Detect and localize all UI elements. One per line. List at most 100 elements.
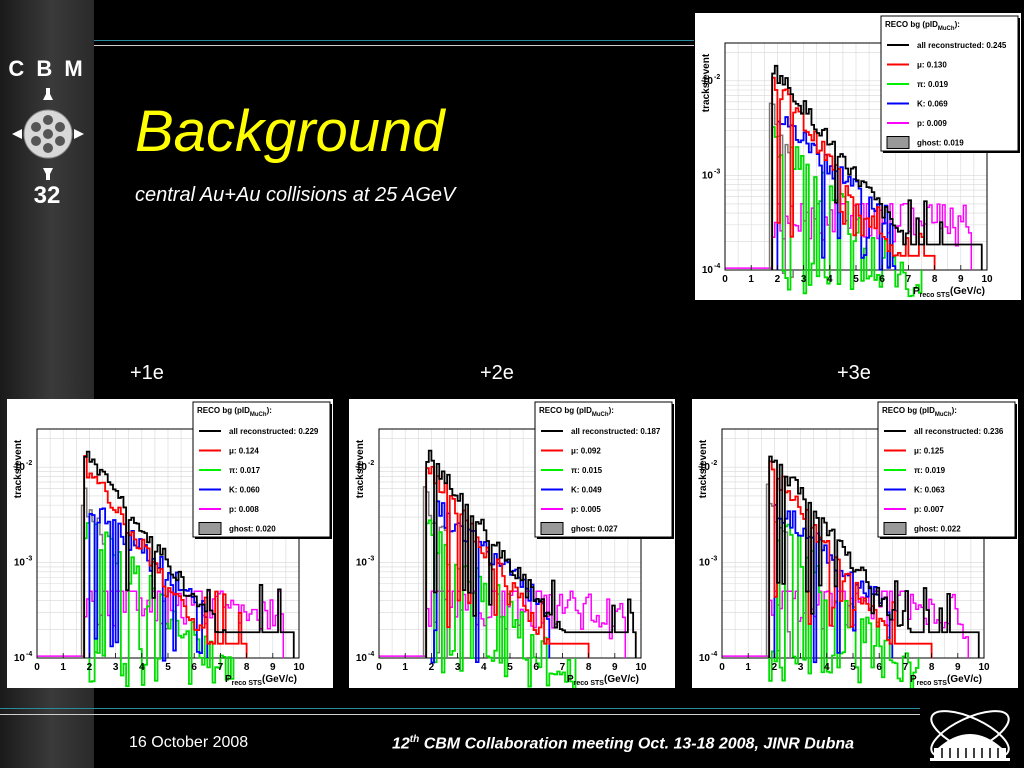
- x-tick-label: 5: [850, 662, 856, 673]
- legend-swatch-ghost: [886, 136, 910, 149]
- x-tick-label: 6: [191, 662, 197, 673]
- legend-label-pi: π: 0.019: [917, 80, 949, 89]
- series-p-line: [425, 590, 627, 658]
- y-tick-exponent: -2: [26, 460, 32, 467]
- x-axis-label: Preco STS(GeV/c): [567, 674, 639, 687]
- y-tick-exponent: -4: [26, 651, 32, 658]
- legend-label-pi: π: 0.017: [229, 466, 261, 475]
- x-tick-label: 4: [827, 274, 833, 285]
- panel-label-2e: +2e: [480, 362, 514, 384]
- x-tick-label: 5: [507, 662, 513, 673]
- x-tick-label: 9: [612, 662, 618, 673]
- legend-swatch-ghost: [883, 522, 907, 535]
- series-mu-line: [425, 465, 590, 658]
- series-K-line: [776, 116, 897, 271]
- y-tick-exponent: -3: [26, 556, 32, 563]
- x-tick-label: 10: [635, 662, 647, 673]
- slide-subtitle: central Au+Au collisions at 25 AGeV: [135, 184, 456, 206]
- y-tick-label: 10: [14, 653, 26, 664]
- x-tick-label: 4: [481, 662, 487, 673]
- legend-label-K: K: 0.069: [917, 100, 948, 109]
- legend-swatch-ghost: [198, 522, 222, 535]
- y-tick-exponent: -2: [711, 460, 717, 467]
- series-ghost-line: [80, 487, 106, 658]
- x-tick-label: 0: [722, 274, 728, 285]
- x-tick-label: 6: [879, 274, 885, 285]
- legend-label-all: all reconstructed: 0.245: [917, 41, 1007, 50]
- legend: RECO bg (pIDMuCh): all reconstructed: 0.2…: [880, 15, 1020, 153]
- footer-meeting: 12th CBM Collaboration meeting Oct. 13-1…: [392, 734, 854, 753]
- x-tick-label: 6: [876, 662, 882, 673]
- x-tick-label: 1: [745, 662, 751, 673]
- x-tick-label: 2: [775, 274, 781, 285]
- legend-title: RECO bg (pIDMuCh):: [539, 406, 614, 418]
- y-tick-label: 10: [14, 558, 26, 569]
- x-axis-label: Preco STS(GeV/c): [913, 286, 985, 299]
- x-tick-label: 7: [560, 662, 566, 673]
- x-tick-label: 1: [60, 662, 66, 673]
- legend-label-p: p: 0.008: [229, 505, 259, 514]
- x-tick-label: 3: [113, 662, 119, 673]
- y-tick-label: 10: [356, 558, 368, 569]
- legend-label-mu: μ: 0.124: [229, 447, 259, 456]
- series-pi-line: [425, 519, 577, 688]
- x-tick-label: 7: [906, 274, 912, 285]
- y-tick-label: 10: [702, 170, 714, 181]
- x-tick-label: 8: [244, 662, 250, 673]
- x-tick-label: 5: [853, 274, 859, 285]
- x-tick-label: 4: [139, 662, 145, 673]
- footer-meeting-num: 12: [392, 735, 410, 753]
- cbm-logo-text: C B M: [8, 56, 86, 81]
- legend-label-all: all reconstructed: 0.229: [229, 427, 319, 436]
- x-axis-label: Preco STS(GeV/c): [225, 674, 297, 687]
- y-tick-exponent: -4: [368, 651, 374, 658]
- series-all-line: [83, 450, 295, 658]
- y-tick-label: 10: [699, 462, 711, 473]
- series-ghost-line: [765, 483, 791, 658]
- chart-3e: 0 1 2 3 4 5 6 7 8 9 10 10 -2 10 -3 10 -4 tracks/event Prec…: [692, 399, 1018, 688]
- legend-title: RECO bg (pIDMuCh):: [197, 406, 272, 418]
- x-tick-label: 7: [218, 662, 224, 673]
- chart-2e: 0 1 2 3 4 5 6 7 8 9 10 10 -2 10 -3 10 -4 tracks/event Prec…: [349, 399, 675, 688]
- y-tick-exponent: -3: [368, 556, 374, 563]
- legend-label-ghost: ghost: 0.019: [917, 139, 964, 148]
- y-tick-exponent: -3: [711, 556, 717, 563]
- x-axis-label: Preco STS(GeV/c): [910, 674, 982, 687]
- x-tick-label: 2: [772, 662, 778, 673]
- x-tick-label: 1: [748, 274, 754, 285]
- series-p-line: [768, 590, 970, 658]
- legend-label-p: p: 0.007: [914, 505, 944, 514]
- series-mu-line: [83, 454, 248, 658]
- x-tick-label: 9: [270, 662, 276, 673]
- series-mu-line: [768, 460, 933, 658]
- legend-label-pi: π: 0.019: [914, 466, 946, 475]
- x-tick-label: 2: [429, 662, 435, 673]
- legend-label-all: all reconstructed: 0.236: [914, 427, 1004, 436]
- footer-meeting-sup: th: [409, 734, 420, 745]
- x-tick-label: 9: [955, 662, 961, 673]
- panel-label-3e: +3e: [837, 362, 871, 384]
- series-all-line: [768, 455, 980, 658]
- series-all-line: [425, 449, 637, 658]
- chart-top: 0 1 2 3 4 5 6 7 8 9 10 10 -2 10 -3 10 -4 tracks/event Prec…: [695, 13, 1021, 300]
- legend-title: RECO bg (pIDMuCh):: [882, 406, 957, 418]
- x-tick-label: 8: [929, 662, 935, 673]
- x-tick-label: 2: [87, 662, 93, 673]
- legend-label-ghost: ghost: 0.022: [914, 525, 961, 534]
- series-ghost-line: [422, 486, 448, 658]
- x-tick-label: 3: [801, 274, 807, 285]
- panel-label-1e: +1e: [130, 362, 164, 384]
- y-tick-label: 10: [702, 76, 714, 87]
- y-tick-label: 10: [699, 558, 711, 569]
- x-tick-label: 6: [533, 662, 539, 673]
- divider-bottom-white: [0, 714, 920, 715]
- legend-label-mu: μ: 0.092: [571, 447, 601, 456]
- x-tick-label: 3: [455, 662, 461, 673]
- legend: RECO bg (pIDMuCh): all reconstructed: 0.1…: [534, 401, 674, 539]
- y-axis-label: tracks/event: [355, 439, 366, 498]
- x-tick-label: 10: [293, 662, 305, 673]
- legend-label-K: K: 0.049: [571, 486, 602, 495]
